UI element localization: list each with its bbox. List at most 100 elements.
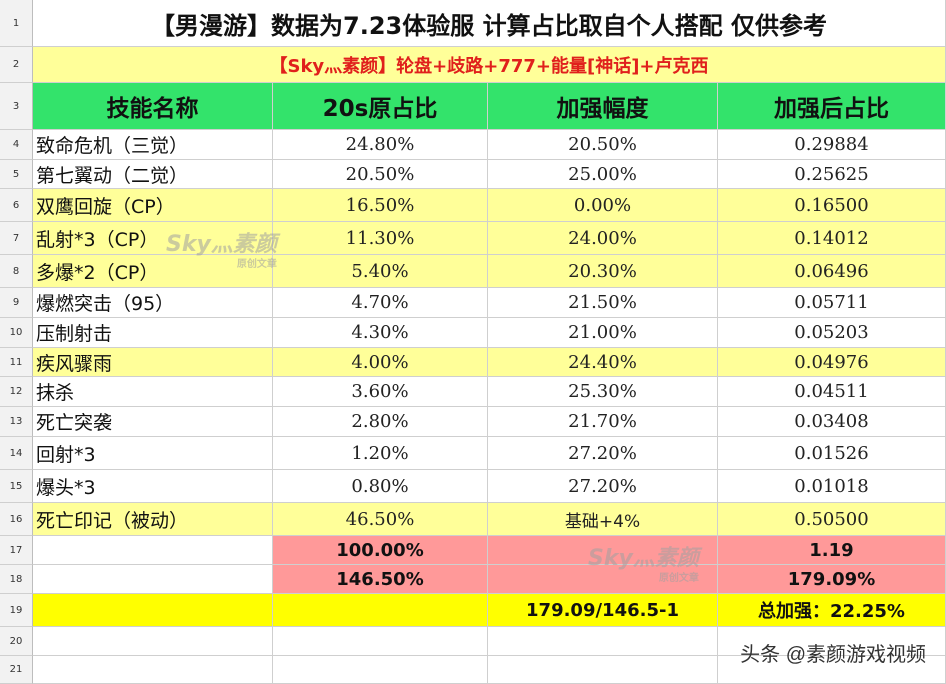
skill-name-cell[interactable]: 压制射击 [33,318,273,348]
row-header[interactable]: 1 [0,0,33,47]
boost-cell[interactable]: 0.00% [488,189,718,222]
empty-cell[interactable] [718,656,946,684]
empty-cell[interactable] [488,565,718,594]
boosted-ratio-cell[interactable]: 0.03408 [718,407,946,437]
row-header[interactable]: 4 [0,130,33,160]
column-header[interactable]: 20s原占比 [273,83,488,130]
row-header[interactable]: 16 [0,503,33,536]
original-ratio-cell[interactable]: 4.70% [273,288,488,318]
skill-name-cell[interactable]: 致命危机（三觉） [33,130,273,160]
column-header[interactable]: 加强幅度 [488,83,718,130]
original-ratio-cell[interactable]: 24.80% [273,130,488,160]
boosted-ratio-cell[interactable]: 0.01526 [718,437,946,470]
sum-original-cell[interactable]: 100.00% [273,536,488,565]
skill-name-cell[interactable]: 双鹰回旋（CP） [33,189,273,222]
empty-cell[interactable] [718,627,946,656]
original-ratio-cell[interactable]: 20.50% [273,160,488,189]
boosted-ratio-cell[interactable]: 0.50500 [718,503,946,536]
sum-boosted-cell[interactable]: 1.19 [718,536,946,565]
empty-cell[interactable] [488,656,718,684]
boosted-ratio-cell[interactable]: 0.29884 [718,130,946,160]
boosted-ratio-cell[interactable]: 0.14012 [718,222,946,255]
boost-cell[interactable]: 21.50% [488,288,718,318]
skill-name-cell[interactable]: 爆头*3 [33,470,273,503]
skill-name-cell[interactable]: 第七翼动（二觉） [33,160,273,189]
boost-cell[interactable]: 21.70% [488,407,718,437]
boost-cell[interactable]: 21.00% [488,318,718,348]
row-header[interactable]: 2 [0,47,33,83]
row-header[interactable]: 18 [0,565,33,594]
boosted-ratio-cell[interactable]: 0.04511 [718,377,946,407]
row-header[interactable]: 21 [0,656,33,684]
row-header[interactable]: 6 [0,189,33,222]
boost-cell[interactable]: 20.30% [488,255,718,288]
skill-name-cell[interactable]: 死亡突袭 [33,407,273,437]
original-ratio-cell[interactable]: 46.50% [273,503,488,536]
empty-cell[interactable] [273,656,488,684]
column-header[interactable]: 技能名称 [33,83,273,130]
skill-name-cell[interactable]: 乱射*3（CP） [33,222,273,255]
row-header[interactable]: 5 [0,160,33,189]
formula-cell[interactable]: 179.09/146.5-1 [488,594,718,627]
boosted-ratio-cell[interactable]: 0.05711 [718,288,946,318]
skill-name-cell[interactable]: 死亡印记（被动） [33,503,273,536]
boosted-ratio-cell[interactable]: 0.05203 [718,318,946,348]
boosted-ratio-cell[interactable]: 0.06496 [718,255,946,288]
original-ratio-cell[interactable]: 5.40% [273,255,488,288]
original-ratio-cell[interactable]: 3.60% [273,377,488,407]
skill-name-cell[interactable]: 多爆*2（CP） [33,255,273,288]
boost-cell[interactable]: 27.20% [488,470,718,503]
boost-cell[interactable]: 基础+4% [488,503,718,536]
empty-cell[interactable] [33,594,273,627]
boost-cell[interactable]: 27.20% [488,437,718,470]
total-boosted-cell[interactable]: 179.09% [718,565,946,594]
boost-cell[interactable]: 24.40% [488,348,718,377]
row-header[interactable]: 13 [0,407,33,437]
column-header[interactable]: 加强后占比 [718,83,946,130]
skill-name-cell[interactable]: 回射*3 [33,437,273,470]
row-header[interactable]: 14 [0,437,33,470]
empty-cell[interactable] [273,594,488,627]
original-ratio-cell[interactable]: 2.80% [273,407,488,437]
empty-cell[interactable] [33,656,273,684]
total-original-cell[interactable]: 146.50% [273,565,488,594]
row-header[interactable]: 10 [0,318,33,348]
row-header[interactable]: 11 [0,348,33,377]
original-ratio-cell[interactable]: 4.00% [273,348,488,377]
empty-cell[interactable] [273,627,488,656]
row-header[interactable]: 15 [0,470,33,503]
row-header[interactable]: 8 [0,255,33,288]
boost-cell[interactable]: 25.00% [488,160,718,189]
empty-cell[interactable] [33,536,273,565]
original-ratio-cell[interactable]: 11.30% [273,222,488,255]
boost-cell[interactable]: 25.30% [488,377,718,407]
skill-name-cell[interactable]: 抹杀 [33,377,273,407]
boosted-ratio-cell[interactable]: 0.01018 [718,470,946,503]
sheet-subtitle[interactable]: 【Sky灬素颜】轮盘+歧路+777+能量[神话]+卢克西 [33,47,946,83]
original-ratio-cell[interactable]: 4.30% [273,318,488,348]
boost-cell[interactable]: 20.50% [488,130,718,160]
original-ratio-cell[interactable]: 0.80% [273,470,488,503]
total-boost-cell[interactable]: 总加强：22.25% [718,594,946,627]
boosted-ratio-cell[interactable]: 0.04976 [718,348,946,377]
row-header[interactable]: 20 [0,627,33,656]
boosted-ratio-cell[interactable]: 0.25625 [718,160,946,189]
empty-cell[interactable] [33,627,273,656]
row-header[interactable]: 19 [0,594,33,627]
original-ratio-cell[interactable]: 16.50% [273,189,488,222]
empty-cell[interactable] [488,536,718,565]
row-header[interactable]: 3 [0,83,33,130]
boosted-ratio-cell[interactable]: 0.16500 [718,189,946,222]
boost-cell[interactable]: 24.00% [488,222,718,255]
skill-name-cell[interactable]: 爆燃突击（95） [33,288,273,318]
row-header[interactable]: 17 [0,536,33,565]
row-header[interactable]: 7 [0,222,33,255]
empty-cell[interactable] [33,565,273,594]
original-ratio-cell[interactable]: 1.20% [273,437,488,470]
skill-name-cell[interactable]: 疾风骤雨 [33,348,273,377]
sheet-title[interactable]: 【男漫游】数据为7.23体验服 计算占比取自个人搭配 仅供参考 [33,0,946,47]
row-header[interactable]: 12 [0,377,33,407]
row-header[interactable]: 9 [0,288,33,318]
empty-cell[interactable] [488,627,718,656]
